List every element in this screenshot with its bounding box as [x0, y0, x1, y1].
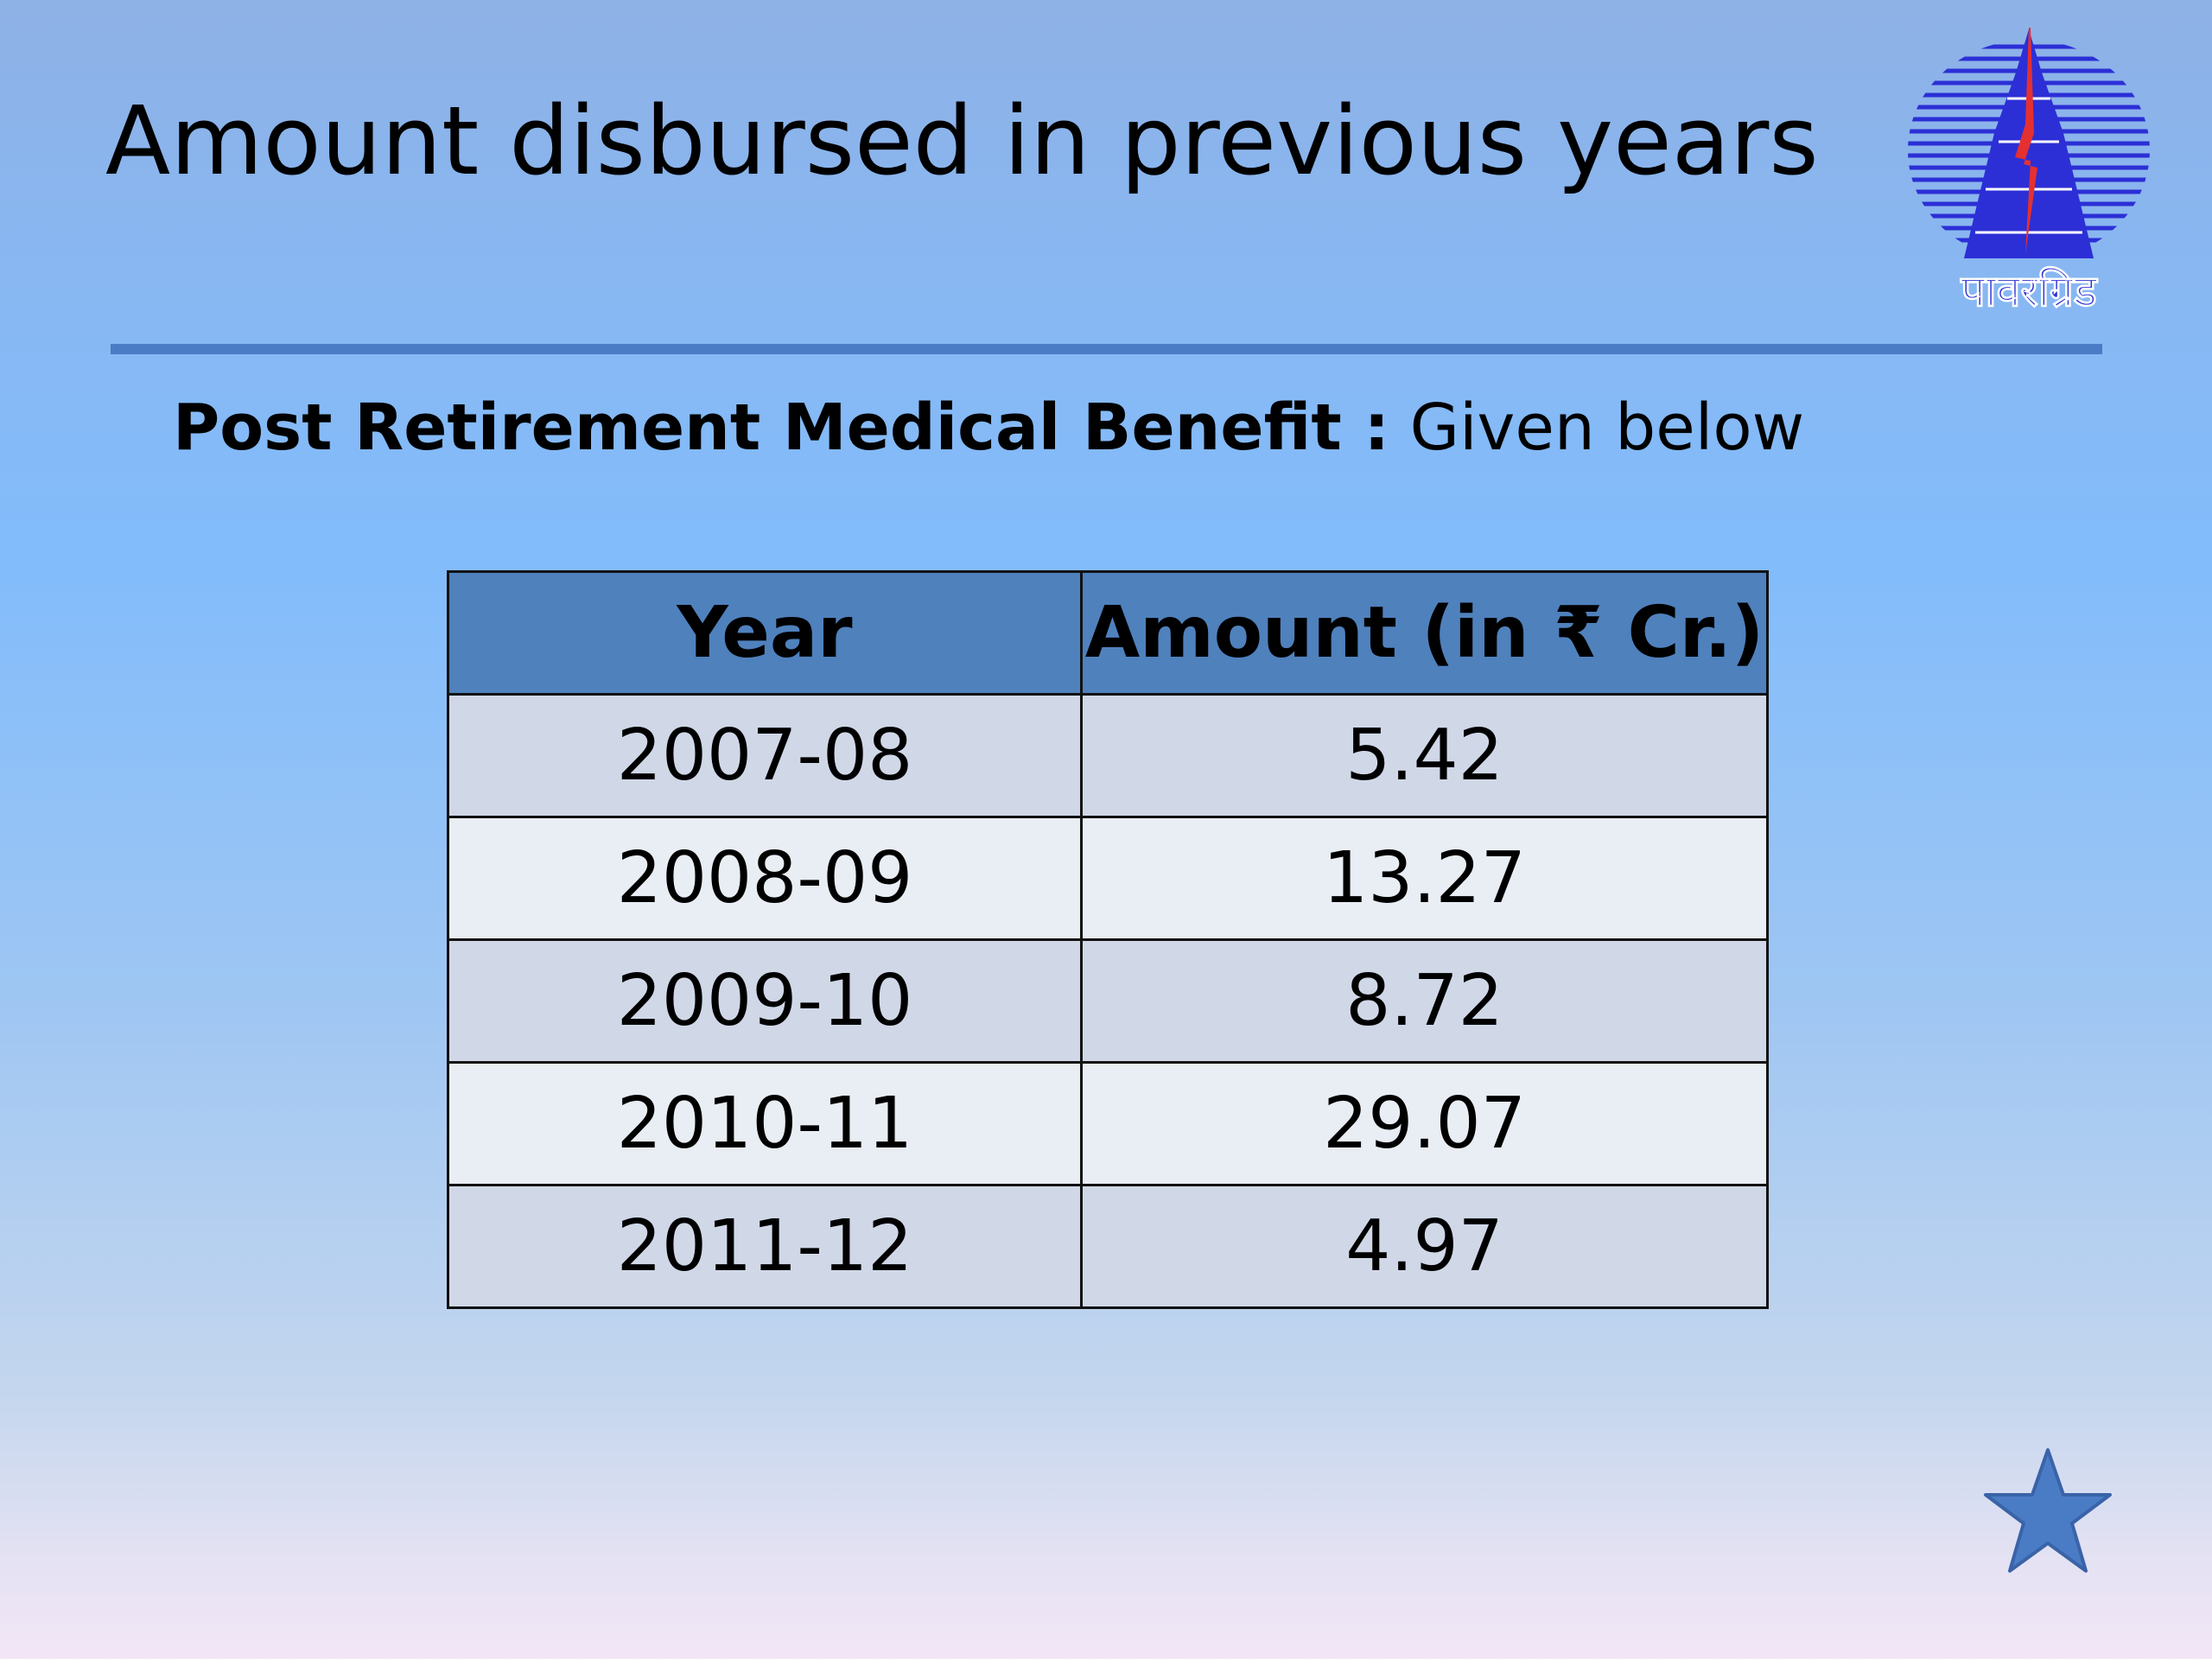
cell-year: 2011-12: [447, 1184, 1083, 1309]
table-row: 2009-10 8.72: [447, 938, 1769, 1064]
header-year: Year: [447, 570, 1083, 696]
subtitle-heading: Post Retirement Medical Benefit :: [173, 391, 1390, 465]
table-row: 2010-11 29.07: [447, 1061, 1769, 1186]
title-divider: [111, 344, 2102, 354]
table-row: 2011-12 4.97: [447, 1184, 1769, 1309]
table-row: 2007-08 5.42: [447, 693, 1769, 818]
slide-title: Amount disbursed in previous years: [105, 86, 1819, 196]
header-amount: Amount (in ₹ Cr.): [1080, 570, 1769, 696]
cell-amount: 13.27: [1080, 816, 1769, 941]
cell-amount: 5.42: [1080, 693, 1769, 818]
cell-year: 2008-09: [447, 816, 1083, 941]
star-icon[interactable]: [1979, 1445, 2117, 1579]
logo-text: पावरग्रिड: [1960, 266, 2099, 316]
table-header-row: Year Amount (in ₹ Cr.): [447, 570, 1769, 696]
cell-year: 2009-10: [447, 938, 1083, 1064]
cell-amount: 8.72: [1080, 938, 1769, 1064]
cell-amount: 4.97: [1080, 1184, 1769, 1309]
cell-year: 2007-08: [447, 693, 1083, 818]
disbursement-table: Year Amount (in ₹ Cr.) 2007-08 5.42 2008…: [447, 570, 1769, 1309]
table-row: 2008-09 13.27: [447, 816, 1769, 941]
cell-year: 2010-11: [447, 1061, 1083, 1186]
cell-amount: 29.07: [1080, 1061, 1769, 1186]
subtitle-note: Given below: [1389, 391, 1805, 465]
slide-subtitle: Post Retirement Medical Benefit : Given …: [173, 396, 1804, 460]
powergrid-logo: पावरग्रिड: [1908, 28, 2150, 317]
